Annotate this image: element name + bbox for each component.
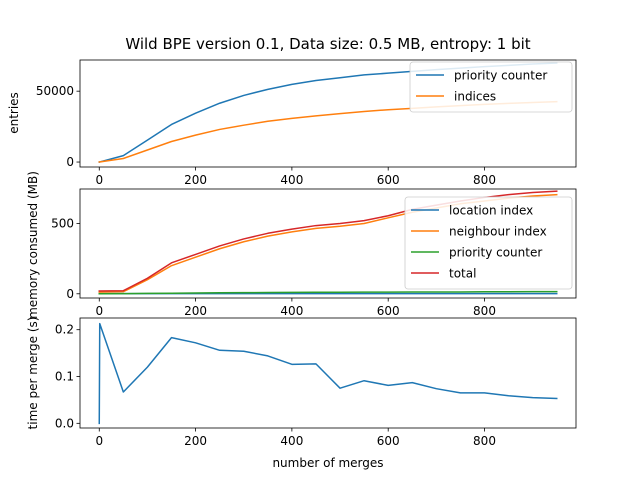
y-axis-label: memory consumed (MB) (26, 171, 40, 319)
legend: location index neighbour index priority co… (404, 196, 573, 290)
y-axis-label: entries (7, 92, 21, 134)
y-tick-label: 0.2 (55, 323, 74, 337)
y-axis-label: time per merge (s) (26, 317, 40, 430)
legend: priority counter indices (409, 61, 573, 113)
subplot-2: 0 200 400 600 800 0 500 memory consumed (MB) loc… (26, 171, 577, 319)
y-tick-label: 0 (66, 287, 74, 301)
x-tick-label: 200 (184, 434, 207, 448)
x-tick-label: 400 (280, 434, 303, 448)
legend-label: indices (454, 90, 496, 104)
legend-label: priority counter (454, 69, 547, 83)
x-tick-label: 0 (95, 173, 103, 187)
figure-title: Wild BPE version 0.1, Data size: 0.5 MB,… (125, 35, 530, 53)
x-tick-label: 800 (473, 304, 496, 318)
x-tick-label: 200 (184, 173, 207, 187)
x-tick-label: 200 (184, 304, 207, 318)
series-line-3 (98, 290, 558, 295)
x-tick-label: 400 (280, 173, 303, 187)
legend-label: priority counter (449, 246, 542, 260)
legend-label: location index (449, 204, 533, 218)
x-tick-label: 0 (95, 304, 103, 318)
legend-box (409, 61, 573, 113)
axes-frame (79, 317, 577, 429)
axes-frame (79, 59, 577, 168)
legend-label: neighbour index (449, 225, 547, 239)
subplot-1: 0 200 400 600 800 0 50000 entries priority count… (7, 59, 577, 187)
y-tick-label: 0 (66, 155, 74, 169)
legend-box (404, 196, 573, 290)
x-tick-label: 600 (377, 304, 400, 318)
y-tick-label: 50000 (36, 84, 74, 98)
y-tick-label: 0.0 (55, 416, 74, 430)
legend-label: total (449, 267, 476, 281)
x-axis-label: number of merges (272, 456, 383, 470)
y-tick-label: 500 (51, 216, 74, 230)
axes-frame (79, 188, 577, 299)
x-tick-label: 600 (377, 173, 400, 187)
x-tick-label: 600 (377, 434, 400, 448)
subplot-3: 0 200 400 600 800 0.0 0.1 0.2 time per merge (s) (26, 317, 577, 448)
x-tick-label: 800 (473, 434, 496, 448)
y-tick-label: 0.1 (55, 370, 74, 384)
x-tick-label: 400 (280, 304, 303, 318)
x-tick-label: 800 (473, 173, 496, 187)
x-tick-label: 0 (95, 434, 103, 448)
series-line-1 (98, 322, 558, 425)
